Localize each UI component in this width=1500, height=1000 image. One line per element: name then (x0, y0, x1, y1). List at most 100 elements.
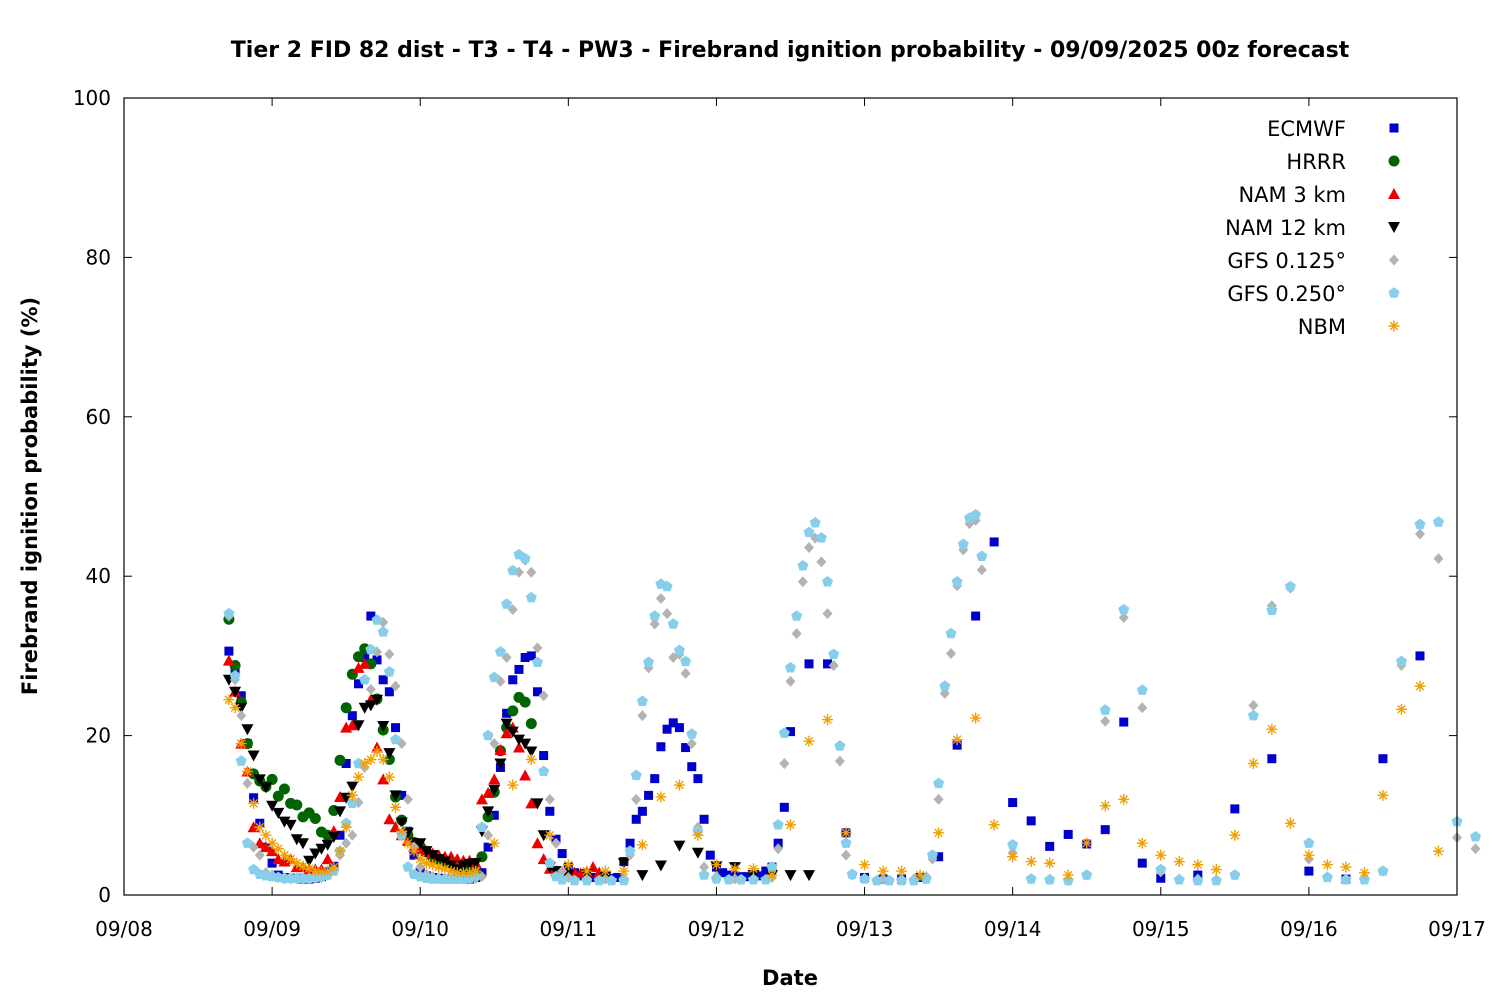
data-point (834, 740, 846, 751)
data-point (822, 608, 833, 620)
data-point (593, 874, 605, 886)
data-point (1119, 717, 1129, 727)
data-point (223, 607, 235, 619)
data-point (384, 687, 394, 697)
data-point (340, 702, 352, 714)
data-point (822, 575, 834, 587)
data-point (360, 652, 370, 662)
data-point (1192, 859, 1204, 871)
data-point (378, 675, 388, 685)
data-point (525, 591, 537, 603)
data-point (723, 874, 735, 885)
data-point (957, 538, 969, 550)
data-point (539, 751, 549, 761)
data-point (514, 664, 524, 674)
data-point (426, 850, 439, 862)
data-point (1247, 757, 1259, 769)
data-point (383, 813, 396, 825)
legend: ECMWF HRRR NAM 3 km NAM 12 km GFS 0.125° GFS … (1225, 117, 1400, 339)
data-point (674, 723, 684, 733)
data-point (247, 750, 260, 762)
data-point (976, 550, 988, 561)
data-point (309, 865, 321, 877)
data-point (1156, 873, 1166, 883)
data-point (822, 714, 834, 726)
data-point (896, 874, 908, 886)
data-point (352, 661, 365, 673)
series-3 (222, 674, 816, 883)
data-point (729, 863, 741, 875)
data-point (581, 865, 593, 877)
data-point (908, 874, 920, 886)
data-point (433, 861, 445, 873)
data-point (631, 793, 642, 805)
data-point (656, 742, 666, 752)
data-point (266, 845, 279, 857)
data-point (488, 784, 501, 796)
data-point (1100, 825, 1110, 835)
data-point (321, 839, 334, 851)
data-point (389, 790, 402, 802)
data-point (315, 843, 328, 855)
data-point (687, 762, 697, 772)
data-point (1303, 837, 1315, 848)
data-point (272, 807, 285, 819)
data-point (1470, 831, 1482, 842)
data-point (296, 838, 309, 850)
data-point (742, 872, 752, 882)
data-point (544, 793, 555, 805)
data-point (693, 774, 703, 784)
data-point (766, 861, 778, 872)
data-point (328, 861, 340, 873)
legend-label: HRRR (1286, 150, 1346, 174)
data-point (1173, 874, 1185, 885)
data-point (681, 743, 691, 753)
data-point (266, 837, 278, 849)
data-point (871, 874, 883, 886)
data-point (347, 711, 357, 721)
data-point (933, 793, 944, 805)
data-point (668, 718, 678, 728)
data-point (438, 856, 451, 868)
data-point (1414, 528, 1425, 540)
data-point (512, 734, 525, 746)
y-axis-label: Firebrand ignition probability (%) (18, 297, 42, 695)
data-point (507, 705, 519, 717)
data-point (526, 651, 536, 661)
data-point (618, 865, 630, 877)
data-point (1118, 603, 1130, 615)
data-point (841, 849, 852, 861)
data-point (519, 696, 531, 708)
data-point (1321, 859, 1333, 871)
data-point (1340, 874, 1352, 885)
data-point (1136, 837, 1148, 849)
legend-marker (1388, 188, 1400, 199)
data-point (1470, 843, 1481, 855)
data-point (383, 748, 396, 760)
data-point (272, 843, 284, 855)
data-point (588, 872, 598, 882)
data-point (414, 853, 426, 865)
data-point (488, 837, 500, 849)
data-point (1284, 817, 1296, 829)
data-point (494, 646, 506, 657)
data-point (1136, 684, 1148, 695)
data-point (346, 797, 358, 809)
data-point (599, 865, 611, 877)
data-point (828, 659, 839, 671)
data-point (1321, 871, 1333, 883)
data-point (506, 726, 519, 738)
data-point (482, 786, 495, 798)
data-point (988, 819, 1000, 831)
data-point (333, 790, 346, 802)
data-point (414, 838, 427, 850)
data-point (1395, 703, 1407, 715)
data-point (525, 797, 538, 809)
data-point (1304, 866, 1314, 876)
data-point (494, 758, 507, 770)
data-point (1045, 841, 1055, 851)
data-point (391, 723, 401, 733)
data-point (823, 659, 833, 669)
data-point (883, 874, 895, 886)
data-point (457, 867, 469, 879)
